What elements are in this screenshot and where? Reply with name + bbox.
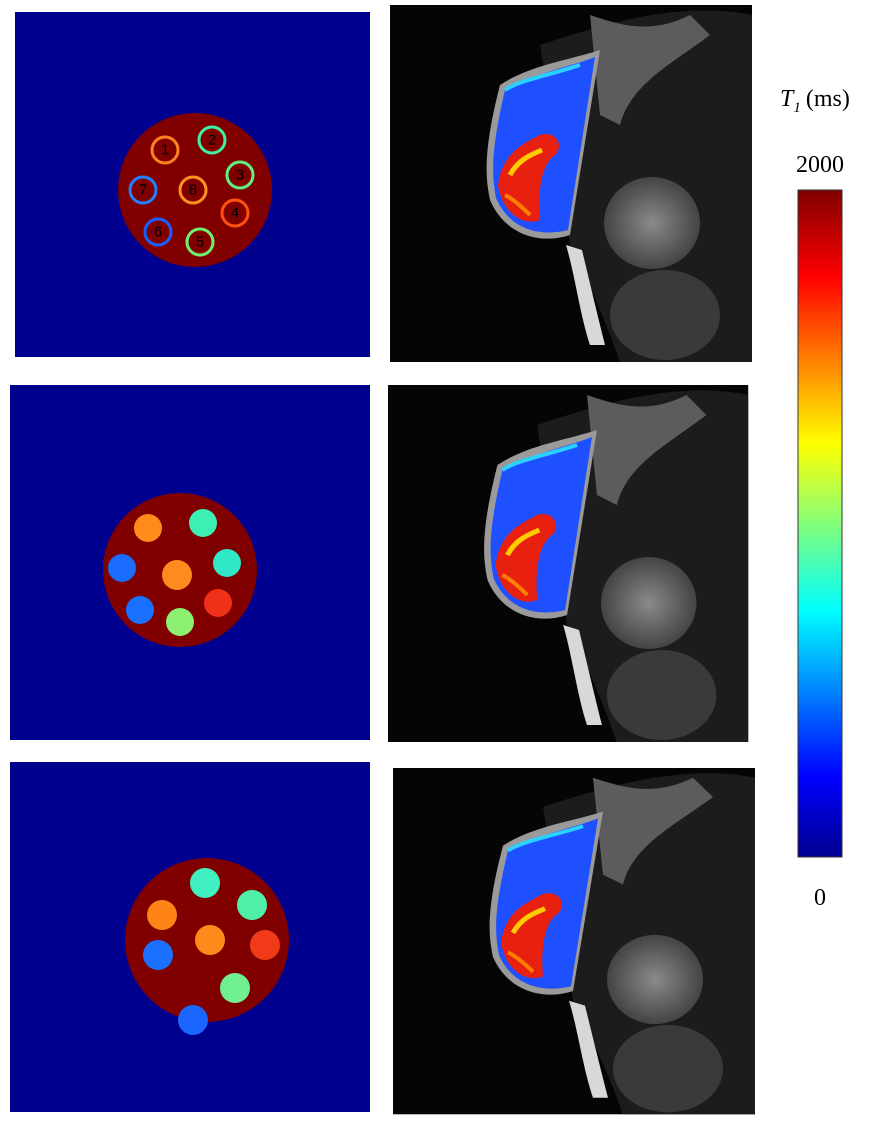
colorbar-tick-label: 2000 bbox=[796, 152, 844, 178]
vial-label: 3 bbox=[236, 167, 244, 184]
mri-panel bbox=[388, 385, 748, 742]
mri-panel bbox=[390, 5, 752, 362]
vial-label: 7 bbox=[139, 182, 147, 199]
mri-panel bbox=[393, 768, 755, 1114]
vial-label: 6 bbox=[154, 224, 162, 241]
colorbar-tick-label: 0 bbox=[814, 885, 826, 911]
vial-label: 5 bbox=[196, 234, 204, 251]
colorbar bbox=[798, 190, 842, 857]
colorbar-label: T1(ms) bbox=[780, 86, 850, 116]
vial-label: 2 bbox=[208, 132, 216, 149]
figure: 12345678 T1(ms) 02000 bbox=[0, 0, 879, 1123]
colorbar-subscript: 1 bbox=[793, 100, 801, 116]
vial-label: 8 bbox=[189, 182, 197, 199]
vial-label: 1 bbox=[161, 142, 169, 159]
vial-label: 4 bbox=[231, 205, 239, 222]
colorbar-unit: (ms) bbox=[806, 86, 850, 112]
